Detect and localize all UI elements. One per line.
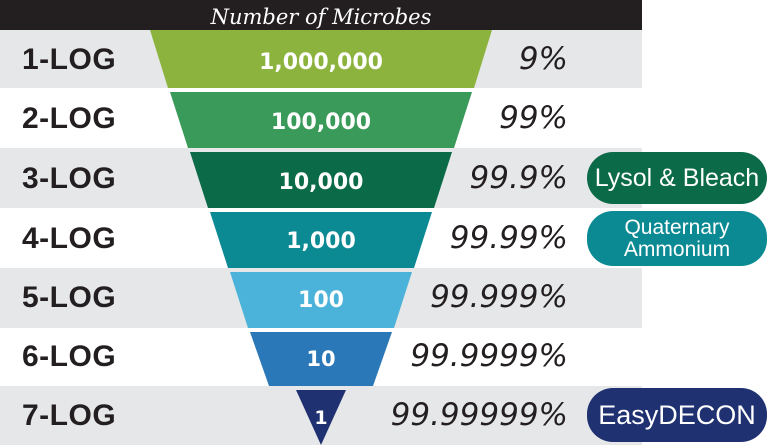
header-title: Number of Microbes	[210, 5, 432, 29]
count-label-6: 10	[306, 347, 335, 371]
product-name: Lysol & Bleach	[594, 163, 760, 192]
count-label-4: 1,000	[286, 229, 356, 254]
funnel-segment-5	[230, 272, 412, 328]
percent-label-7: 99.99999%	[390, 397, 568, 433]
funnel-segment-2	[170, 92, 472, 148]
log-label-7: 7-LOG	[22, 399, 117, 432]
log-label-4: 4-LOG	[22, 222, 117, 255]
product-name-line1: Quaternary	[624, 215, 730, 239]
count-label-5: 100	[298, 288, 344, 313]
percent-label-5: 99.999%	[430, 279, 568, 315]
percent-label-4: 99.99%	[449, 220, 568, 256]
percent-label-6: 99.9999%	[410, 338, 568, 374]
product-badge-easydecon: EasyDECON	[587, 388, 767, 442]
percent-label-1: 9%	[518, 41, 568, 77]
product-name-line2: Ammonium	[623, 237, 731, 261]
count-label-3: 10,000	[279, 170, 364, 195]
log-label-1: 1-LOG	[22, 43, 117, 76]
funnel-segment-6	[250, 332, 392, 386]
product-badge-quaternary-ammonium: Quaternary Ammonium	[587, 211, 767, 266]
count-label-7: 1	[314, 407, 327, 429]
funnel-segment-4	[210, 212, 432, 268]
log-label-5: 5-LOG	[22, 281, 117, 314]
funnel-segment-3	[190, 152, 452, 208]
funnel-segment-7	[296, 390, 346, 445]
log-label-2: 2-LOG	[22, 102, 117, 135]
percent-label-3: 99.9%	[469, 160, 568, 196]
funnel-segment-1	[150, 30, 492, 88]
count-label-1: 1,000,000	[259, 50, 383, 75]
product-badge-lysol-bleach: Lysol & Bleach	[587, 152, 767, 204]
count-label-2: 100,000	[271, 110, 371, 135]
log-label-3: 3-LOG	[22, 162, 117, 195]
log-label-6: 6-LOG	[22, 340, 117, 373]
product-name: EasyDECON	[598, 399, 756, 430]
header-bar	[0, 0, 642, 30]
percent-label-2: 99%	[499, 100, 568, 136]
